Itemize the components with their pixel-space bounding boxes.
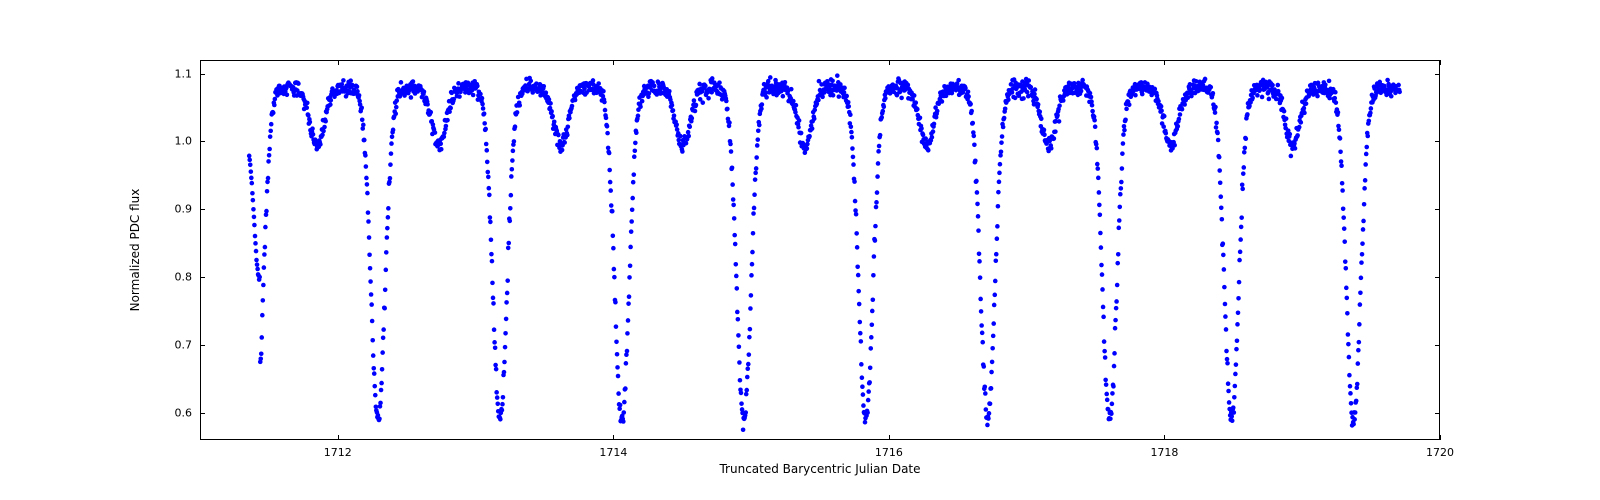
tick-mark <box>200 277 205 278</box>
tick-label: 0.6 <box>175 406 193 419</box>
tick-mark <box>200 74 205 75</box>
tick-mark <box>613 435 614 440</box>
scatter-series <box>201 61 1441 441</box>
tick-mark <box>200 413 205 414</box>
tick-mark <box>1435 413 1440 414</box>
figure: Normalized PDC flux Truncated Barycentri… <box>0 0 1600 500</box>
tick-label: 1718 <box>1150 446 1178 459</box>
tick-mark <box>889 435 890 440</box>
tick-mark <box>1440 60 1441 65</box>
tick-mark <box>1435 209 1440 210</box>
y-axis-label: Normalized PDC flux <box>128 189 142 312</box>
tick-mark <box>200 345 205 346</box>
tick-mark <box>1435 277 1440 278</box>
tick-label: 0.7 <box>175 339 193 352</box>
tick-mark <box>338 435 339 440</box>
tick-mark <box>613 60 614 65</box>
tick-mark <box>338 60 339 65</box>
tick-mark <box>200 141 205 142</box>
tick-mark <box>1164 435 1165 440</box>
tick-label: 1714 <box>599 446 627 459</box>
tick-label: 1712 <box>324 446 352 459</box>
tick-label: 1720 <box>1426 446 1454 459</box>
tick-mark <box>1435 74 1440 75</box>
tick-label: 0.9 <box>175 203 193 216</box>
tick-mark <box>1435 345 1440 346</box>
plot-area <box>200 60 1440 440</box>
tick-label: 0.8 <box>175 271 193 284</box>
tick-label: 1716 <box>875 446 903 459</box>
tick-mark <box>200 209 205 210</box>
tick-mark <box>1164 60 1165 65</box>
tick-label: 1.0 <box>175 135 193 148</box>
tick-mark <box>1440 435 1441 440</box>
tick-mark <box>1435 141 1440 142</box>
tick-mark <box>889 60 890 65</box>
x-axis-label: Truncated Barycentric Julian Date <box>719 462 920 476</box>
tick-label: 1.1 <box>175 67 193 80</box>
